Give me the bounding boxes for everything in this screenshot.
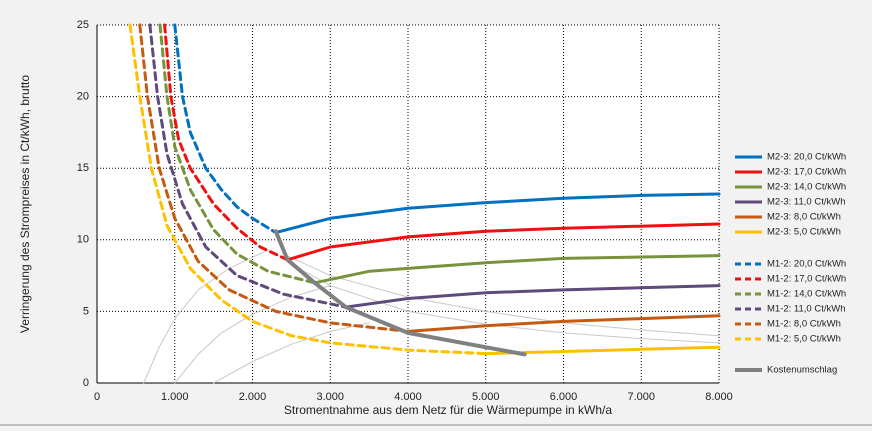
y-tick-label: 10 xyxy=(77,234,89,246)
series-line xyxy=(313,254,721,285)
series-line xyxy=(163,23,289,262)
legend-label: M2-3: 5,0 Ct/kWh xyxy=(767,227,841,238)
x-tick-label: 0 xyxy=(94,391,100,403)
legend-label: M2-3: 11,0 Ct/kWh xyxy=(767,197,846,208)
x-tick-label: 2.000 xyxy=(239,391,267,403)
y-tick-label: 15 xyxy=(77,162,89,174)
legend-label: M2-3: 8,0 Ct/kWh xyxy=(767,212,841,223)
y-tick-label: 25 xyxy=(77,19,89,31)
series-line xyxy=(148,23,348,309)
legend-label: M1-2: 20,0 Ct/kWh xyxy=(767,259,846,270)
legend-label: M1-2: 14,0 Ct/kWh xyxy=(767,289,846,300)
x-tick-label: 3.000 xyxy=(316,391,344,403)
y-tick-label: 0 xyxy=(83,377,89,389)
x-tick-label: 7.000 xyxy=(627,391,655,403)
legend-label: Kostenumschlag xyxy=(767,365,837,376)
x-tick-label: 8.000 xyxy=(705,391,733,403)
x-axis-label: Stromentnahme aus dem Netz für die Wärme… xyxy=(284,403,612,417)
legend-label: M2-3: 14,0 Ct/kWh xyxy=(767,182,846,193)
series-line xyxy=(274,192,721,235)
y-tick-label: 5 xyxy=(83,305,89,317)
plot-area xyxy=(97,25,719,383)
series-line xyxy=(406,314,721,333)
series-line xyxy=(344,284,721,309)
series-line xyxy=(138,23,410,333)
x-tick-label: 6.000 xyxy=(550,391,578,403)
y-axis-label: Verringerung des Strompreises in Ct/kWh,… xyxy=(18,75,32,333)
y-tick-label: 20 xyxy=(77,91,89,103)
legend-label: M2-3: 17,0 Ct/kWh xyxy=(767,167,846,178)
series-line xyxy=(273,229,527,357)
series-line xyxy=(143,249,269,384)
legend-label: M1-2: 8,0 Ct/kWh xyxy=(767,319,841,330)
series-line xyxy=(158,23,317,285)
x-tick-label: 1.000 xyxy=(161,391,189,403)
legend-label: M1-2: 17,0 Ct/kWh xyxy=(767,274,846,285)
series-line xyxy=(174,285,331,384)
x-tick-label: 5.000 xyxy=(472,391,500,403)
series-line xyxy=(173,23,278,235)
series-line xyxy=(213,322,370,384)
x-tick-label: 4.000 xyxy=(394,391,422,403)
series-line xyxy=(128,23,488,356)
series-line xyxy=(283,253,720,337)
legend-label: M1-2: 11,0 Ct/kWh xyxy=(767,304,846,315)
legend-label: M1-2: 5,0 Ct/kWh xyxy=(767,334,841,345)
series-line xyxy=(286,222,721,262)
legend-label: M2-3: 20,0 Ct/kWh xyxy=(767,152,846,163)
